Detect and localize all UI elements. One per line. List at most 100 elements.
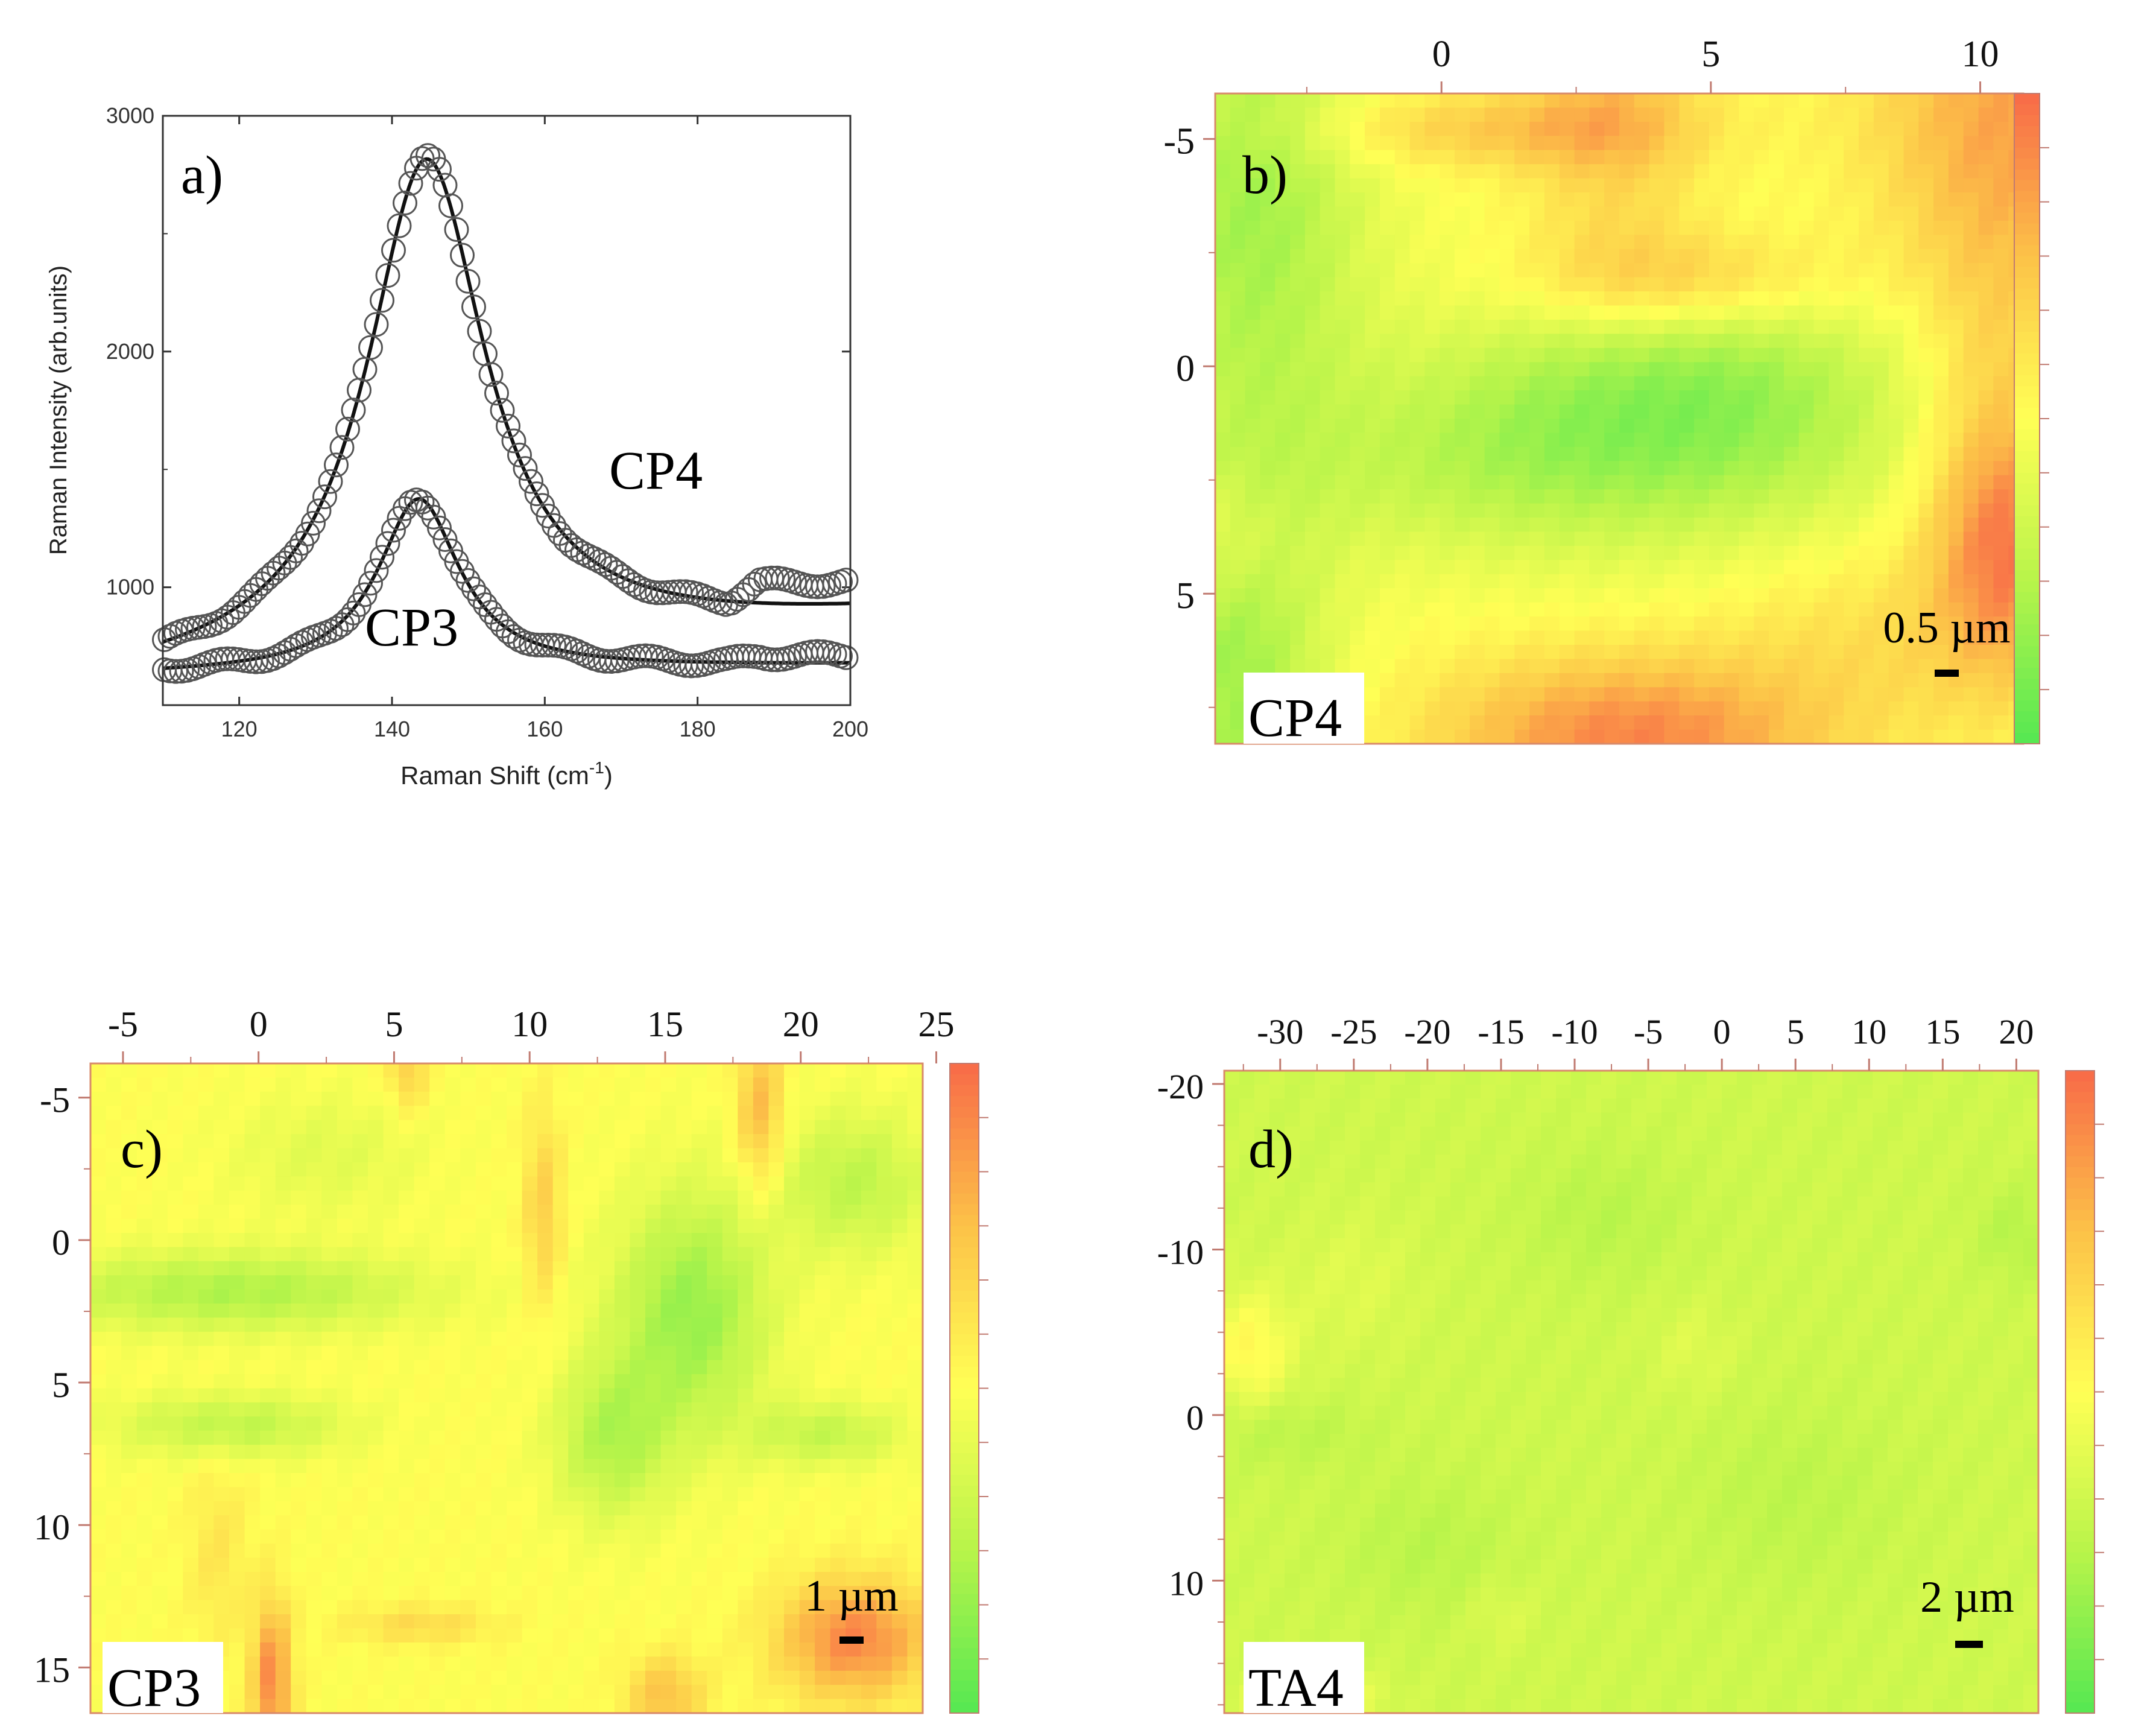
data-point-cp3	[564, 638, 589, 664]
heatmap-cell	[1589, 503, 1605, 518]
heatmap-cell	[707, 1487, 723, 1502]
colorbar-segment	[2014, 472, 2040, 484]
heatmap-cell	[368, 1176, 384, 1191]
heatmap-cell	[414, 1571, 431, 1587]
heatmap-cell	[491, 1205, 507, 1220]
heatmap-cell	[907, 1317, 923, 1332]
heatmap-cell	[491, 1106, 507, 1121]
heatmap-cell	[1230, 503, 1246, 518]
heatmap-cell	[552, 1600, 569, 1615]
heatmap-cell	[614, 1501, 631, 1516]
colorbar-segment	[2014, 136, 2040, 148]
heatmap-cell	[306, 1289, 323, 1304]
heatmap-cell	[1873, 121, 1889, 137]
heatmap-cell	[599, 1600, 615, 1615]
heatmap-cell	[1350, 235, 1366, 250]
heatmap-cell	[368, 1331, 384, 1347]
heatmap-cell	[1275, 206, 1291, 221]
heatmap-cell	[507, 1317, 523, 1332]
heatmap-cell	[1739, 588, 1755, 603]
heatmap-cell	[1993, 616, 2009, 632]
heatmap-cell	[429, 1388, 446, 1403]
heatmap-cell	[1320, 220, 1336, 236]
heatmap-cell	[907, 1106, 923, 1121]
heatmap-cell	[1664, 150, 1680, 165]
heatmap-cell	[152, 1515, 168, 1530]
heatmap-cell	[475, 1586, 492, 1601]
heatmap-cell	[260, 1600, 276, 1615]
heatmap-cell	[1394, 461, 1411, 476]
heatmap-cell	[722, 1331, 739, 1347]
heatmap-cell	[1394, 518, 1411, 533]
heatmap-cell	[475, 1176, 492, 1191]
heatmap-cell	[1619, 192, 1635, 208]
heatmap-cell	[1784, 121, 1800, 137]
heatmap-cell	[1529, 560, 1545, 575]
heatmap-cell	[1245, 630, 1261, 645]
heatmap-cell	[352, 1247, 368, 1262]
heatmap-cell	[1215, 518, 1231, 533]
heatmap-cell	[1350, 390, 1366, 405]
heatmap-cell	[1440, 518, 1455, 533]
heatmap-cell	[260, 1148, 276, 1163]
heatmap-cell	[1424, 645, 1441, 660]
heatmap-cell	[1604, 136, 1620, 151]
heatmap-cell	[1514, 432, 1531, 448]
heatmap-cell	[1529, 659, 1545, 674]
heatmap-cell	[90, 1515, 107, 1530]
heatmap-cell	[1978, 659, 1994, 674]
heatmap-cell	[444, 1218, 461, 1234]
heatmap-cell	[198, 1586, 215, 1601]
heatmap-cell	[1514, 263, 1531, 278]
colorbar-segment	[2014, 397, 2040, 409]
heatmap-cell	[183, 1091, 199, 1107]
heatmap-cell	[1544, 164, 1560, 179]
heatmap-cell	[1664, 178, 1680, 193]
heatmap-cell	[1275, 545, 1291, 561]
heatmap-cell	[1679, 729, 1695, 744]
heatmap-cell	[1664, 503, 1680, 518]
heatmap-cell	[630, 1120, 646, 1135]
heatmap-cell	[1739, 419, 1755, 434]
heatmap-cell	[861, 1501, 877, 1516]
heatmap-cell	[707, 1063, 723, 1079]
heatmap-cell	[1784, 220, 1800, 236]
heatmap-cell	[753, 1529, 770, 1544]
heatmap-cell	[1873, 404, 1889, 419]
heatmap-cell	[1499, 263, 1516, 278]
heatmap-cell	[1948, 574, 1964, 589]
heatmap-cell	[1978, 574, 1994, 589]
heatmap-cell	[460, 1176, 476, 1191]
heatmap-cell	[1993, 334, 2009, 349]
heatmap-cell	[121, 1091, 138, 1107]
heatmap-cell	[475, 1162, 492, 1177]
heatmap-cell	[1754, 489, 1770, 504]
heatmap-cell	[891, 1515, 908, 1530]
heatmap-cell	[306, 1544, 323, 1559]
heatmap-cell	[1320, 178, 1336, 193]
heatmap-cell	[1918, 362, 1935, 377]
heatmap-cell	[229, 1544, 245, 1559]
heatmap-cell	[1933, 419, 1949, 434]
heatmap-cell	[815, 1176, 831, 1191]
heatmap-cell	[815, 1586, 831, 1601]
heatmap-cell	[1260, 249, 1276, 264]
heatmap-cell	[352, 1586, 368, 1601]
heatmap-cell	[676, 1600, 692, 1615]
heatmap-cell	[614, 1571, 631, 1587]
heatmap-cell	[1559, 461, 1575, 476]
heatmap-cell	[1829, 475, 1845, 490]
heatmap-cell	[1290, 192, 1306, 208]
heatmap-cell	[1903, 376, 1920, 391]
heatmap-cell	[1245, 206, 1261, 221]
heatmap-cell	[768, 1473, 785, 1488]
heatmap-cell	[383, 1487, 400, 1502]
heatmap-cell	[753, 1247, 770, 1262]
heatmap-cell	[753, 1134, 770, 1149]
heatmap-cell	[753, 1557, 770, 1573]
heatmap-cell	[1514, 206, 1531, 221]
heatmap-cell	[383, 1261, 400, 1276]
heatmap-cell	[491, 1445, 507, 1460]
heatmap-cell	[1290, 645, 1306, 660]
heatmap-cell	[1739, 630, 1755, 645]
